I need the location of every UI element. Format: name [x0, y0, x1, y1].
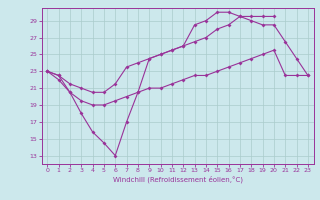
X-axis label: Windchill (Refroidissement éolien,°C): Windchill (Refroidissement éolien,°C) [113, 176, 243, 183]
